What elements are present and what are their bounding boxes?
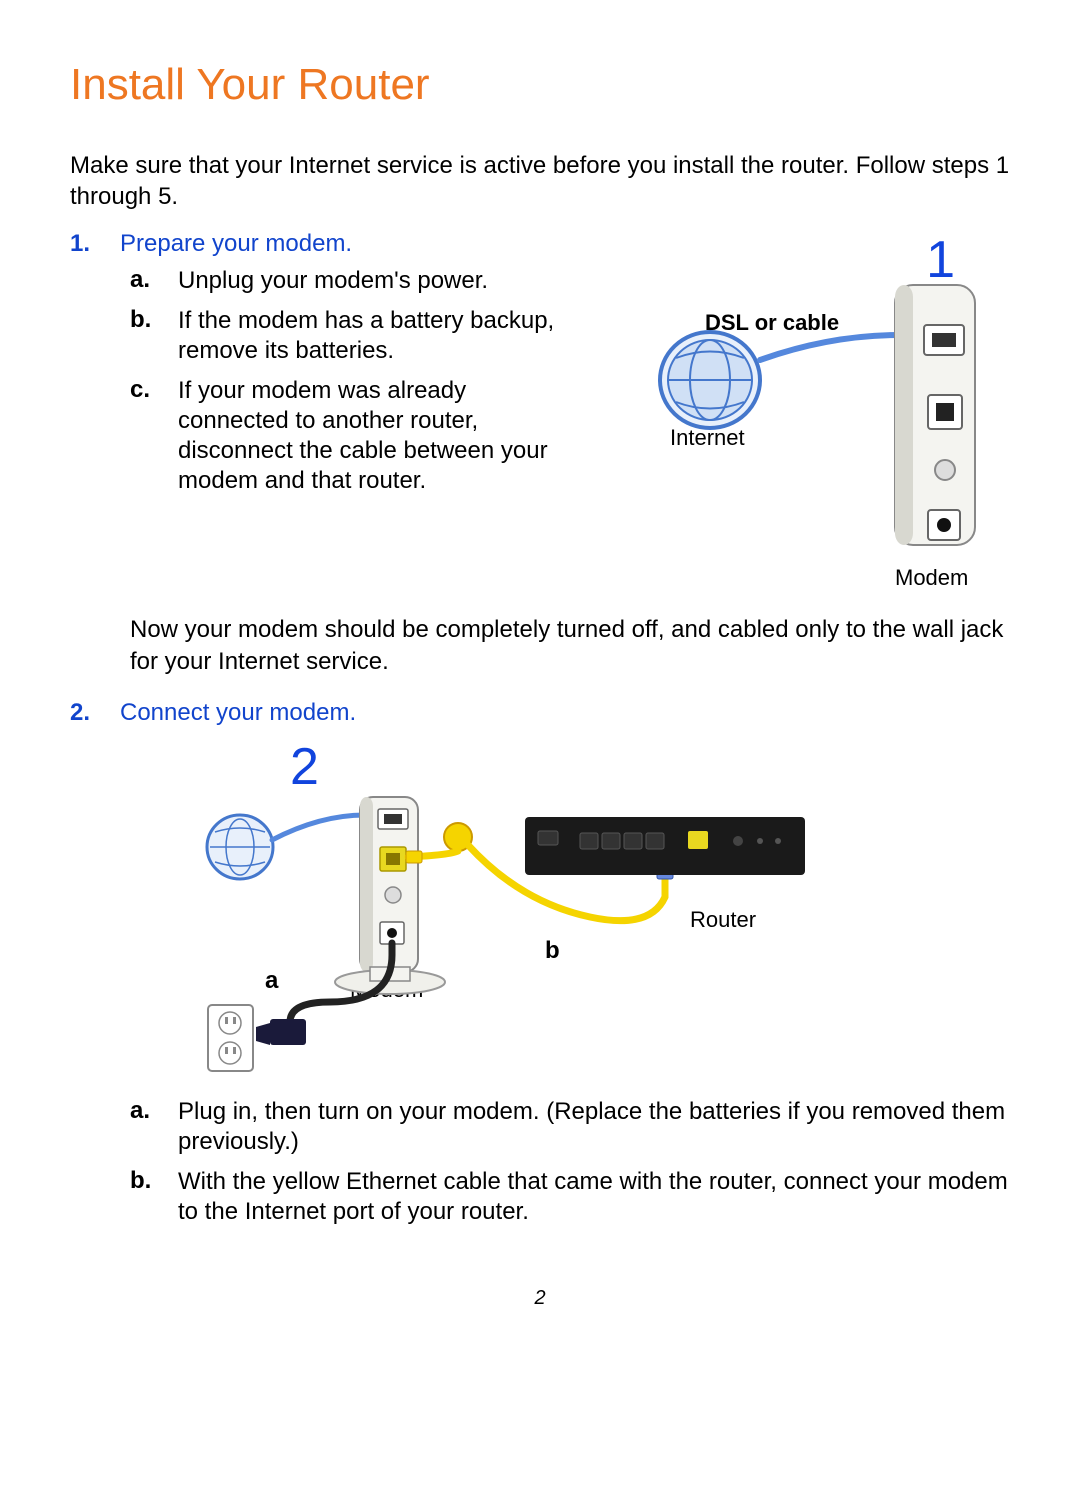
step1-title: Prepare your modem.	[120, 230, 352, 258]
step1a-letter: a.	[130, 266, 158, 296]
step1c-text: If your modem was already connected to a…	[178, 376, 580, 496]
step1b-letter: b.	[130, 306, 158, 366]
step2a-letter: a.	[130, 1097, 158, 1157]
step1-after-text: Now your modem should be completely turn…	[130, 614, 1010, 676]
diagram-2: 2 Modem Router a b	[70, 737, 1010, 1077]
step1b-text: If the modem has a battery backup, remov…	[178, 306, 580, 366]
page-number: 2	[70, 1287, 1010, 1310]
step2b-letter: b.	[130, 1167, 158, 1227]
step2-title: Connect your modem.	[120, 699, 356, 727]
step1a-text: Unplug your modem's power.	[178, 266, 580, 296]
step2b-text: With the yellow Ethernet cable that came…	[178, 1167, 1010, 1227]
diagram1-svg	[610, 230, 1010, 610]
diagram-1: 1 DSL or cable Internet Modem	[610, 230, 1010, 610]
step2a-text: Plug in, then turn on your modem. (Repla…	[178, 1097, 1010, 1157]
step1c-letter: c.	[130, 376, 158, 496]
diagram2-svg	[70, 737, 1010, 1077]
step2-number: 2.	[70, 699, 100, 727]
intro-text: Make sure that your Internet service is …	[70, 150, 1010, 212]
page-title: Install Your Router	[70, 60, 1010, 110]
step1-number: 1.	[70, 230, 100, 258]
